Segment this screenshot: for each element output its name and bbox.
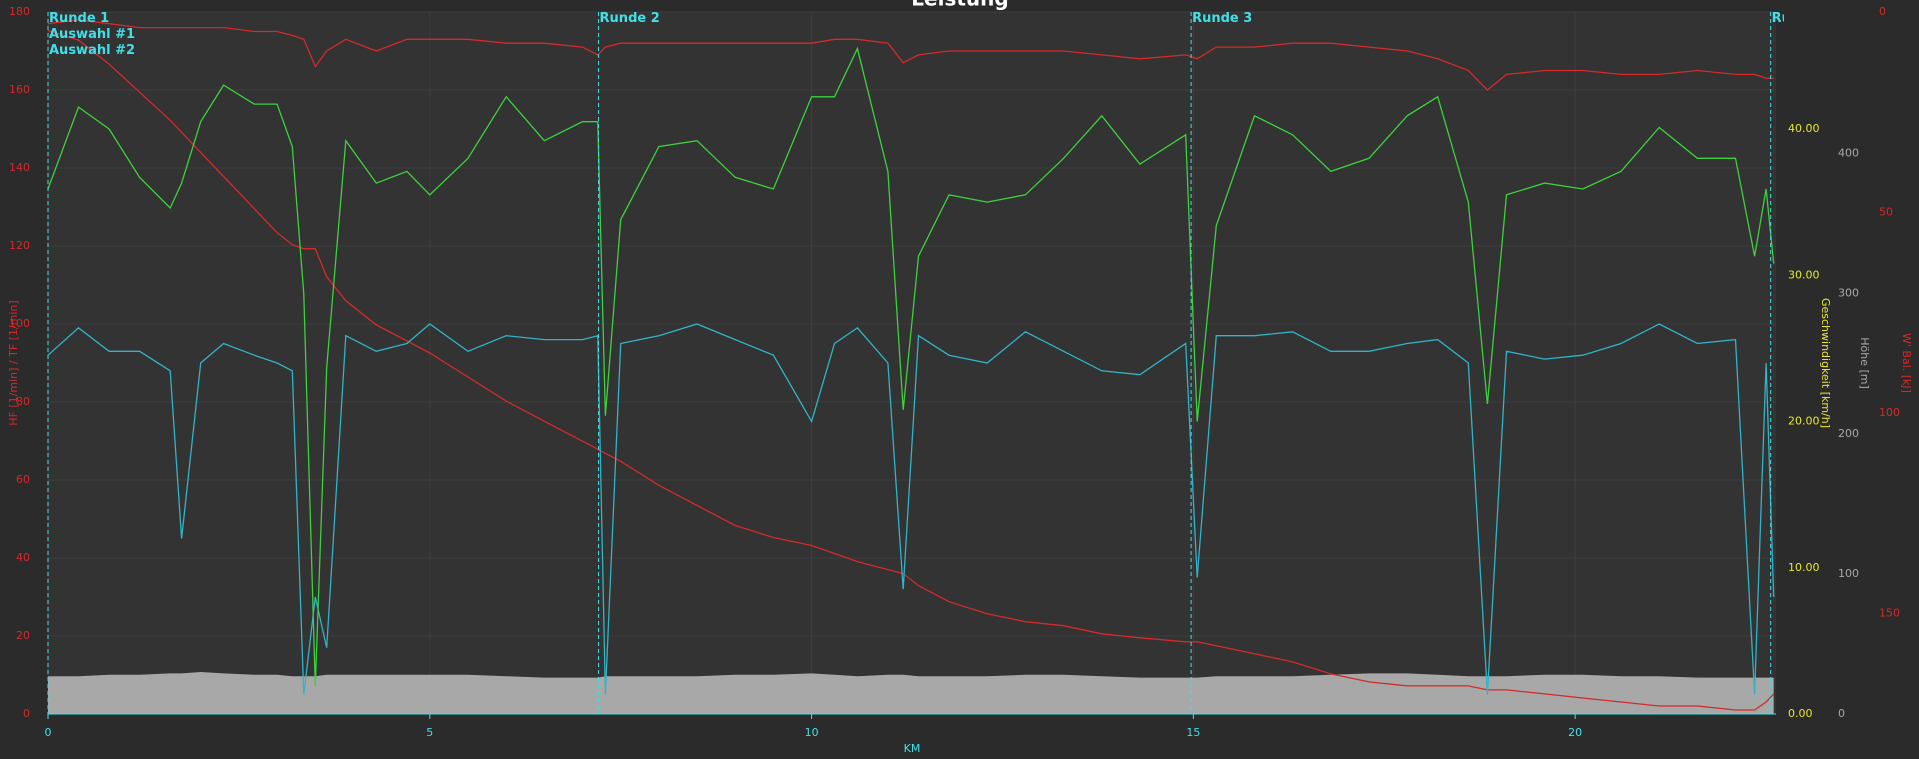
y-tick-label: 20 <box>16 629 30 642</box>
lap-label: Runde 3 <box>1192 11 1252 26</box>
y-tick-label: 40 <box>16 551 30 564</box>
y-tick-label: 60 <box>16 473 30 486</box>
y-tick-label: 80 <box>16 395 30 408</box>
y-tick-label: 100 <box>9 317 30 330</box>
x-tick-label: 15 <box>1186 726 1200 739</box>
axis-label: Höhe [m] <box>1858 337 1871 389</box>
lap-label: Runde 2 <box>600 11 660 26</box>
axis-label: W' Bal. [kJ] <box>1900 333 1913 393</box>
x-tick-label: 10 <box>805 726 819 739</box>
y-tick-label: 0 <box>23 707 30 720</box>
y-tick-label: 30.00 <box>1788 268 1820 281</box>
axis-label: Geschwindigkeit [km/h] <box>1819 298 1832 428</box>
x-tick-label: 0 <box>45 726 52 739</box>
y-tick-label: 10.00 <box>1788 561 1820 574</box>
y-tick-label: 100 <box>1838 567 1859 580</box>
y-tick-label: 120 <box>9 239 30 252</box>
y-tick-label: 300 <box>1838 287 1859 300</box>
y-tick-label: 180 <box>9 5 30 18</box>
line-series <box>47 323 1775 695</box>
y-tick-label: 100 <box>1879 406 1900 419</box>
lap-label: Runde 1 <box>49 11 109 26</box>
area-series <box>48 672 1774 714</box>
y-tick-label: 20.00 <box>1788 415 1820 428</box>
y-tick-label: 400 <box>1838 147 1859 160</box>
y-tick-label: 200 <box>1838 427 1859 440</box>
y-tick-label: 40.00 <box>1788 122 1820 135</box>
y-tick-label: 0 <box>1838 707 1845 720</box>
legend-entry: Auswahl #2 <box>49 43 135 58</box>
legend-entry: Auswahl #1 <box>49 27 135 42</box>
chart-title: Leistung <box>911 0 1008 11</box>
y-tick-label: 0.00 <box>1788 707 1813 720</box>
plot-area <box>48 12 1776 714</box>
x-tick-label: 20 <box>1568 726 1582 739</box>
y-tick-label: 50 <box>1879 206 1893 219</box>
axis-label: HF [1/min] / TF [1/min] <box>7 300 20 425</box>
lap-label: Runde 4 <box>1772 11 1832 26</box>
y-tick-label: 140 <box>9 161 30 174</box>
x-tick-label: 5 <box>426 726 433 739</box>
line-series <box>47 29 1775 711</box>
line-series <box>47 46 1775 687</box>
plot-layer: Runde 1 Runde 2 Runde 3 Runde 4 Auswahl #1Au… <box>47 11 1832 715</box>
y-tick-label: 0 <box>1879 5 1886 18</box>
line-series <box>47 19 1774 91</box>
y-tick-label: 160 <box>9 83 30 96</box>
x-axis-label: KM <box>904 742 921 755</box>
y-tick-label: 150 <box>1879 607 1900 620</box>
